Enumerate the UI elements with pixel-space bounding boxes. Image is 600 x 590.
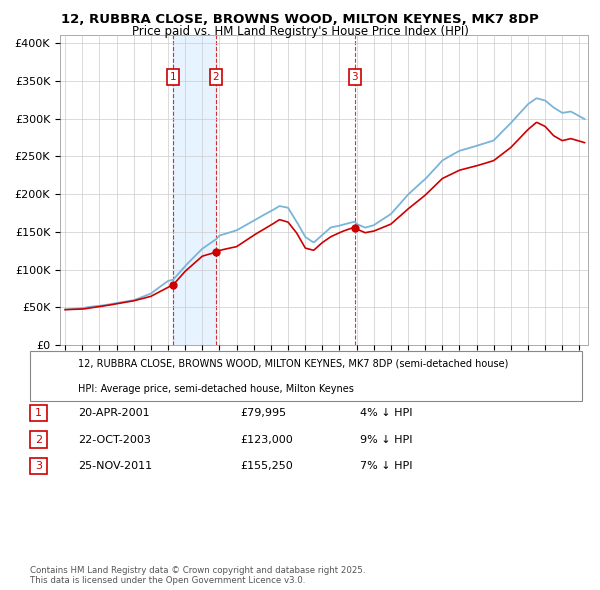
Text: 12, RUBBRA CLOSE, BROWNS WOOD, MILTON KEYNES, MK7 8DP: 12, RUBBRA CLOSE, BROWNS WOOD, MILTON KE… <box>61 13 539 26</box>
Text: £155,250: £155,250 <box>240 461 293 471</box>
Text: 7% ↓ HPI: 7% ↓ HPI <box>360 461 413 471</box>
Text: 3: 3 <box>35 461 42 471</box>
Text: 22-OCT-2003: 22-OCT-2003 <box>78 435 151 444</box>
Text: 4% ↓ HPI: 4% ↓ HPI <box>360 408 413 418</box>
Text: 3: 3 <box>352 72 358 82</box>
Text: HPI: Average price, semi-detached house, Milton Keynes: HPI: Average price, semi-detached house,… <box>78 384 354 394</box>
Text: £79,995: £79,995 <box>240 408 286 418</box>
Text: 1: 1 <box>170 72 176 82</box>
Text: 12, RUBBRA CLOSE, BROWNS WOOD, MILTON KEYNES, MK7 8DP (semi-detached house): 12, RUBBRA CLOSE, BROWNS WOOD, MILTON KE… <box>78 358 508 368</box>
Text: 2: 2 <box>35 435 42 444</box>
Text: 20-APR-2001: 20-APR-2001 <box>78 408 149 418</box>
Text: Contains HM Land Registry data © Crown copyright and database right 2025.
This d: Contains HM Land Registry data © Crown c… <box>30 566 365 585</box>
Bar <box>173 35 216 345</box>
Text: 25-NOV-2011: 25-NOV-2011 <box>78 461 152 471</box>
Text: 9% ↓ HPI: 9% ↓ HPI <box>360 435 413 444</box>
Text: Price paid vs. HM Land Registry's House Price Index (HPI): Price paid vs. HM Land Registry's House … <box>131 25 469 38</box>
Text: 1: 1 <box>35 408 42 418</box>
Text: 2: 2 <box>212 72 220 82</box>
Text: £123,000: £123,000 <box>240 435 293 444</box>
